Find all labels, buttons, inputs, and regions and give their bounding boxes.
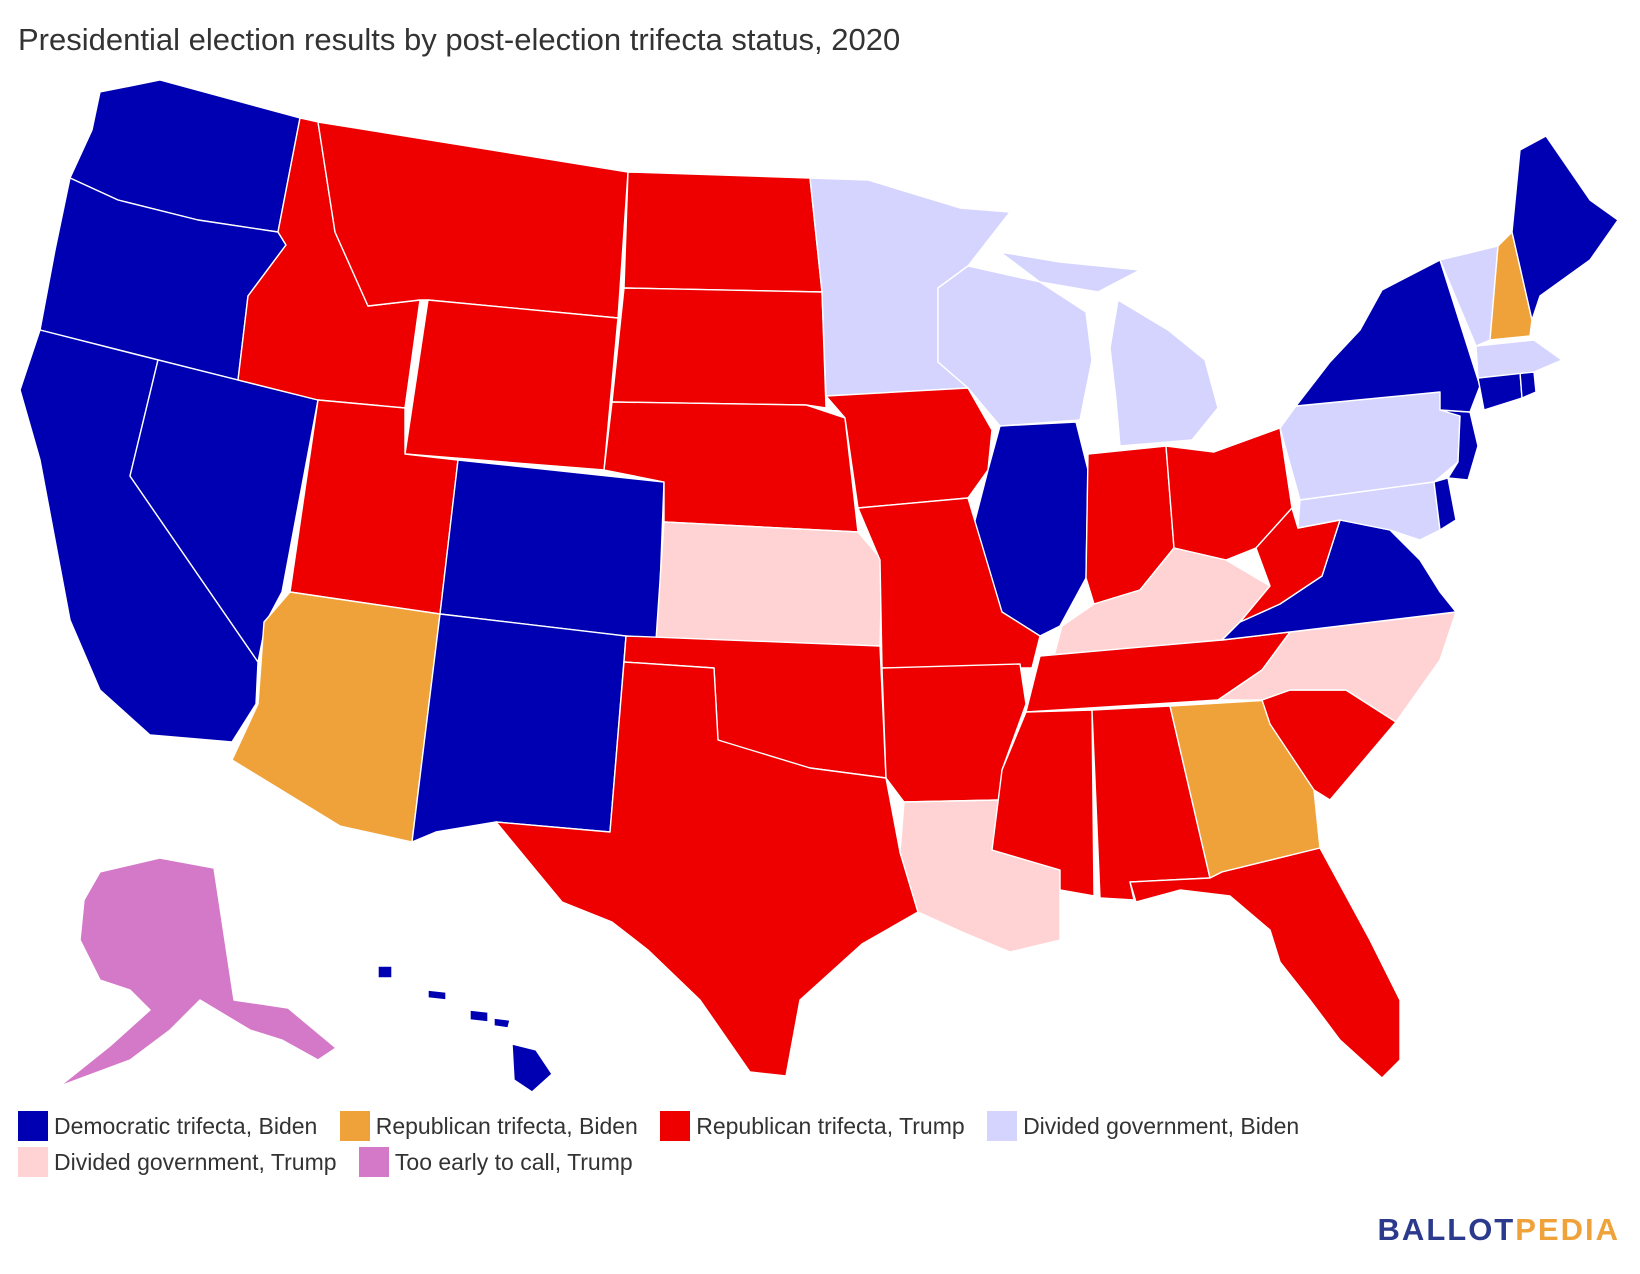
state-ME bbox=[1511, 135, 1619, 321]
state-WI bbox=[937, 265, 1093, 427]
legend-swatch bbox=[18, 1147, 48, 1177]
legend-item-rep-biden: Republican trifecta, Biden bbox=[339, 1108, 638, 1144]
legend-label: Too early to call, Trump bbox=[394, 1149, 633, 1175]
state-NH bbox=[1489, 231, 1533, 341]
legend-swatch bbox=[358, 1147, 389, 1177]
state-VT bbox=[1439, 245, 1499, 347]
state-CO bbox=[439, 459, 665, 641]
state-FL bbox=[1129, 847, 1401, 1079]
legend-swatch bbox=[339, 1111, 370, 1141]
legend-swatch bbox=[660, 1111, 691, 1141]
state-NC bbox=[1217, 611, 1457, 723]
us-map bbox=[19, 79, 1619, 1093]
state-IL bbox=[969, 421, 1089, 637]
state-NM bbox=[411, 613, 627, 843]
legend-swatch bbox=[987, 1111, 1018, 1141]
legend-item-early-trump: Too early to call, Trump bbox=[358, 1144, 633, 1180]
state-KS bbox=[655, 521, 883, 647]
state-WV bbox=[1239, 507, 1341, 623]
state-NJ bbox=[1439, 409, 1479, 481]
state-DE bbox=[1433, 477, 1457, 531]
state-TX bbox=[495, 661, 919, 1077]
state-MS bbox=[991, 709, 1095, 897]
legend-label: Democratic trifecta, Biden bbox=[54, 1113, 318, 1139]
state-MA bbox=[1475, 339, 1563, 379]
state-MO bbox=[857, 497, 1041, 669]
logo-part-ballot: BALLOT bbox=[1377, 1212, 1516, 1247]
state-WY bbox=[404, 299, 619, 471]
legend-label: Republican trifecta, Biden bbox=[375, 1113, 638, 1139]
state-MI bbox=[999, 251, 1219, 447]
legend-item-rep-trump: Republican trifecta, Trump bbox=[660, 1108, 965, 1144]
state-AZ bbox=[231, 591, 441, 843]
logo-part-pedia: PEDIA bbox=[1515, 1212, 1620, 1247]
legend-label: Divided government, Biden bbox=[1023, 1113, 1300, 1139]
legend-item-div-trump: Divided government, Trump bbox=[18, 1144, 337, 1180]
legend-item-dem-biden: Democratic trifecta, Biden bbox=[18, 1108, 317, 1144]
state-MT bbox=[317, 121, 629, 319]
legend-item-div-biden: Divided government, Biden bbox=[987, 1108, 1299, 1144]
state-NY bbox=[1295, 259, 1481, 413]
chart-title: Presidential election results by post-el… bbox=[18, 22, 901, 57]
state-SD bbox=[611, 287, 827, 409]
state-HI bbox=[377, 965, 553, 1093]
state-ND bbox=[623, 171, 823, 293]
state-RI bbox=[1519, 371, 1537, 399]
legend-label: Divided government, Trump bbox=[54, 1149, 337, 1175]
legend-swatch bbox=[18, 1111, 48, 1141]
state-AK bbox=[59, 857, 337, 1087]
state-IA bbox=[825, 387, 993, 509]
legend-label: Republican trifecta, Trump bbox=[696, 1113, 965, 1139]
legend: Democratic trifecta, Biden Republican tr… bbox=[18, 1108, 1618, 1180]
ballotpedia-logo[interactable]: BALLOTPEDIA bbox=[1378, 1212, 1620, 1248]
